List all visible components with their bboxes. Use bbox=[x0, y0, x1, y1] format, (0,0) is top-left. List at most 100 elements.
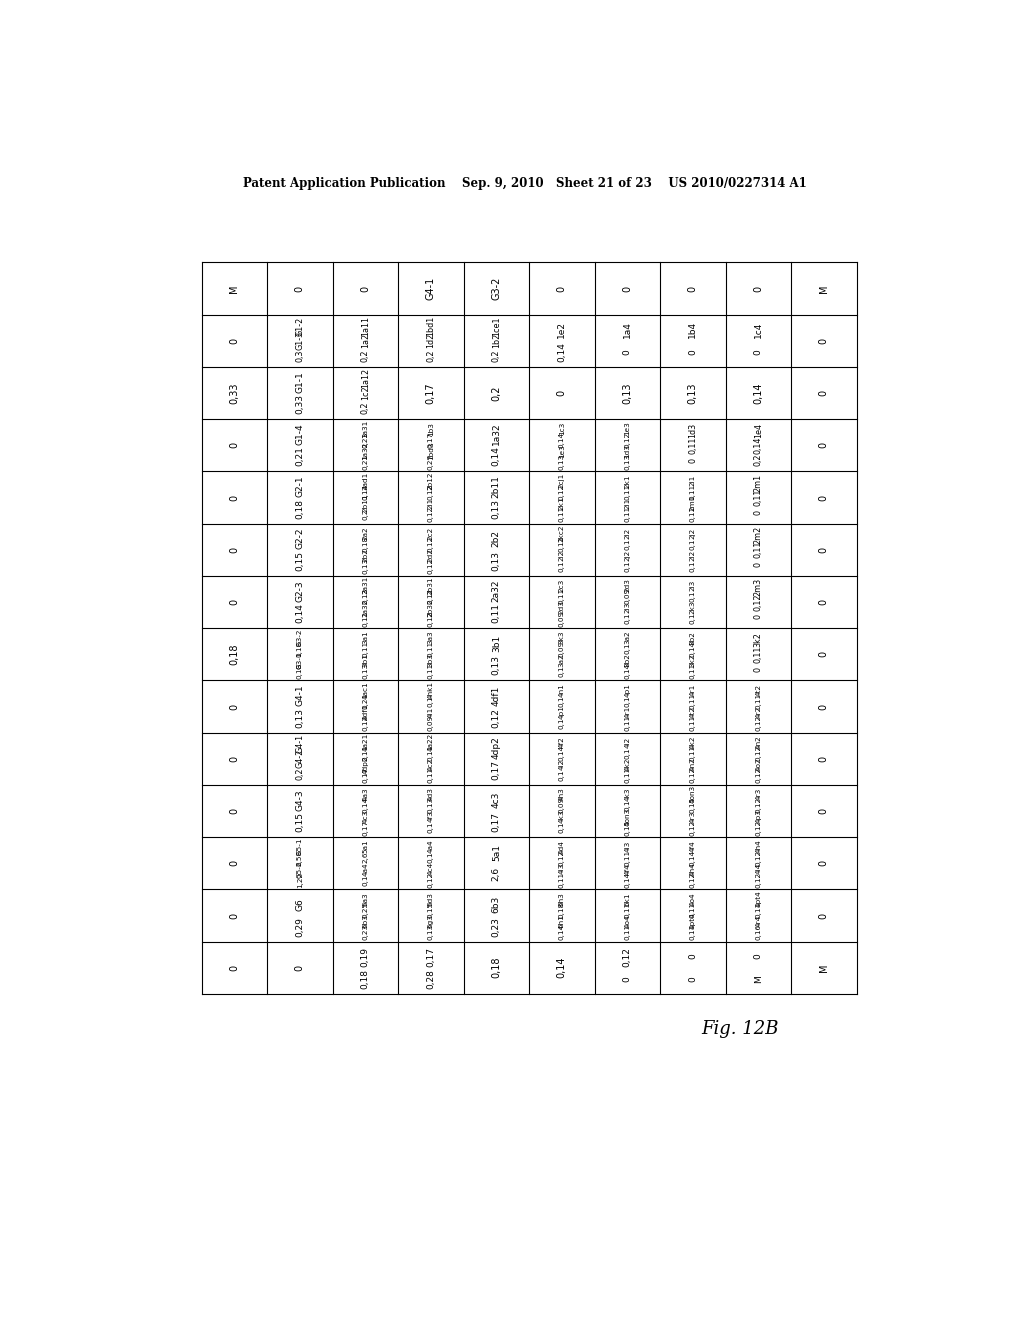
Text: 3b2: 3b2 bbox=[690, 631, 695, 644]
Text: 0,14: 0,14 bbox=[362, 797, 369, 813]
Text: Patent Application Publication    Sep. 9, 2010   Sheet 21 of 23    US 2010/02273: Patent Application Publication Sep. 9, 2… bbox=[243, 177, 807, 190]
Text: 0,17: 0,17 bbox=[426, 946, 435, 966]
Text: G3-2: G3-2 bbox=[492, 277, 502, 300]
Text: 0,1: 0,1 bbox=[690, 590, 695, 602]
Text: 0,13: 0,13 bbox=[428, 797, 434, 813]
Text: 0,14: 0,14 bbox=[754, 437, 763, 454]
Text: 0: 0 bbox=[557, 389, 567, 396]
Text: 0,18: 0,18 bbox=[229, 643, 240, 665]
Text: M: M bbox=[754, 975, 763, 982]
Text: 0,11: 0,11 bbox=[559, 506, 565, 523]
Text: 0,11: 0,11 bbox=[559, 536, 565, 552]
Text: 4r2: 4r2 bbox=[756, 706, 761, 718]
Text: 0: 0 bbox=[360, 285, 371, 292]
Text: 3a2: 3a2 bbox=[559, 653, 565, 667]
Text: 0: 0 bbox=[819, 546, 828, 553]
Text: 0: 0 bbox=[229, 808, 240, 814]
Text: 4h4: 4h4 bbox=[756, 840, 761, 854]
Text: 2i1: 2i1 bbox=[625, 498, 631, 508]
Text: 0,16: 0,16 bbox=[756, 924, 761, 940]
Text: 0,18: 0,18 bbox=[295, 499, 304, 519]
Text: 6b3: 6b3 bbox=[362, 913, 369, 928]
Text: 0,23: 0,23 bbox=[362, 924, 369, 940]
Text: 0,1: 0,1 bbox=[559, 696, 565, 706]
Text: 0,1: 0,1 bbox=[625, 612, 631, 624]
Text: 0,13: 0,13 bbox=[428, 924, 434, 940]
Text: 4o2: 4o2 bbox=[756, 758, 761, 771]
Text: 0,11: 0,11 bbox=[625, 506, 631, 523]
Text: 0,11: 0,11 bbox=[690, 663, 695, 678]
Text: 3k2: 3k2 bbox=[690, 653, 695, 667]
Text: 0: 0 bbox=[819, 599, 828, 605]
Text: 2c3: 2c3 bbox=[559, 578, 565, 591]
Text: G1-1: G1-1 bbox=[295, 371, 304, 393]
Text: 1bd3: 1bd3 bbox=[428, 441, 434, 461]
Text: 2k1: 2k1 bbox=[625, 474, 631, 487]
Text: 4d4: 4d4 bbox=[559, 840, 565, 854]
Text: 0,17: 0,17 bbox=[492, 760, 501, 780]
Text: 0,14: 0,14 bbox=[625, 663, 631, 678]
Text: G1-4: G1-4 bbox=[295, 424, 304, 445]
Text: 0,33: 0,33 bbox=[295, 395, 304, 414]
Text: 4p3: 4p3 bbox=[756, 809, 761, 824]
Text: 0,23: 0,23 bbox=[362, 432, 369, 447]
Text: 2ad1: 2ad1 bbox=[362, 471, 369, 490]
Text: G1-2: G1-2 bbox=[295, 317, 304, 335]
Text: 0,1: 0,1 bbox=[362, 874, 369, 886]
Text: 0,1: 0,1 bbox=[428, 822, 434, 833]
Text: 4c4: 4c4 bbox=[428, 862, 434, 875]
Text: 0,12: 0,12 bbox=[623, 946, 632, 966]
Text: 6k1: 6k1 bbox=[625, 892, 631, 906]
Text: 4c3: 4c3 bbox=[492, 792, 501, 808]
Text: 0: 0 bbox=[819, 861, 828, 866]
Text: 4o4: 4o4 bbox=[625, 915, 631, 928]
Text: 0,09: 0,09 bbox=[559, 640, 565, 657]
Text: 0,11: 0,11 bbox=[690, 902, 695, 917]
Text: 0,12: 0,12 bbox=[428, 484, 434, 500]
Text: 0,15: 0,15 bbox=[295, 550, 304, 570]
Text: 4df1: 4df1 bbox=[492, 685, 501, 706]
Text: 1a32: 1a32 bbox=[492, 422, 501, 445]
Text: 4p1: 4p1 bbox=[559, 705, 565, 719]
Text: 1e4: 1e4 bbox=[754, 422, 763, 438]
Text: 4dp2: 4dp2 bbox=[492, 737, 501, 759]
Text: G4-1: G4-1 bbox=[295, 734, 304, 754]
Text: 4df1: 4df1 bbox=[362, 704, 369, 721]
Text: 5a1: 5a1 bbox=[362, 840, 369, 854]
Text: 4r3: 4r3 bbox=[690, 810, 695, 822]
Text: 0,1: 0,1 bbox=[559, 665, 565, 677]
Text: 1bd1: 1bd1 bbox=[426, 315, 435, 337]
Text: G5-1: G5-1 bbox=[297, 838, 303, 855]
Text: 0: 0 bbox=[688, 458, 697, 462]
Text: 3b3: 3b3 bbox=[428, 653, 434, 667]
Text: 3b2: 3b2 bbox=[625, 653, 631, 667]
Text: 0,14: 0,14 bbox=[295, 603, 304, 623]
Text: G2-1: G2-1 bbox=[295, 475, 304, 498]
Text: 0,18: 0,18 bbox=[297, 663, 303, 678]
Text: 0,17: 0,17 bbox=[362, 767, 369, 784]
Text: 0: 0 bbox=[623, 975, 632, 982]
Text: 0,11: 0,11 bbox=[756, 693, 761, 709]
Text: 0,13: 0,13 bbox=[295, 708, 304, 727]
Text: G3-1: G3-1 bbox=[297, 651, 303, 668]
Text: 4f4: 4f4 bbox=[690, 841, 695, 853]
Text: 0: 0 bbox=[819, 912, 828, 919]
Text: 4on3: 4on3 bbox=[625, 808, 631, 825]
Text: 2m1: 2m1 bbox=[690, 495, 695, 511]
Text: 0,15: 0,15 bbox=[428, 902, 434, 917]
Text: 0,29: 0,29 bbox=[295, 916, 304, 936]
Text: 0,19: 0,19 bbox=[360, 946, 370, 966]
Text: 0,18: 0,18 bbox=[559, 902, 565, 917]
Text: 0,12: 0,12 bbox=[756, 820, 761, 836]
Text: 1a31: 1a31 bbox=[362, 420, 369, 438]
Text: 4on3: 4on3 bbox=[690, 785, 695, 804]
Text: 2a2: 2a2 bbox=[362, 527, 369, 540]
Text: 4hk1: 4hk1 bbox=[428, 681, 434, 698]
Text: 0,09: 0,09 bbox=[559, 611, 565, 627]
Text: 4r1: 4r1 bbox=[625, 706, 631, 718]
Text: 2,6: 2,6 bbox=[492, 867, 501, 882]
Text: 1a32: 1a32 bbox=[362, 442, 369, 459]
Text: 6d3: 6d3 bbox=[428, 892, 434, 906]
Text: M: M bbox=[819, 284, 828, 293]
Text: 2a31: 2a31 bbox=[362, 577, 369, 594]
